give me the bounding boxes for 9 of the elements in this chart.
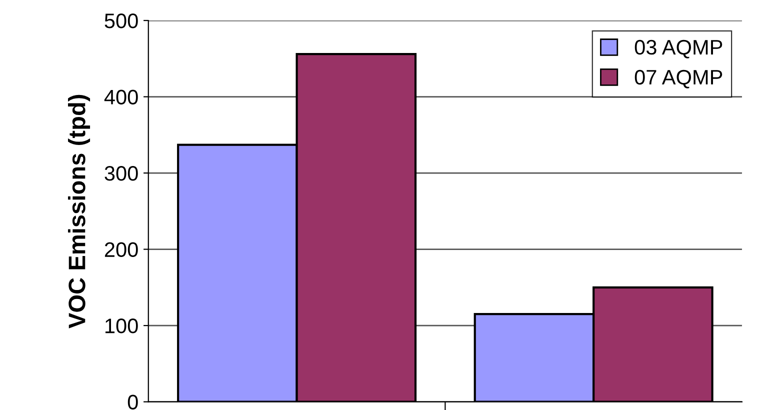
y-tick-label: 0 <box>128 394 138 410</box>
y-tick-label: 300 <box>104 166 138 181</box>
y-tick-label: 500 <box>104 14 138 28</box>
y-tick-label: 400 <box>104 90 138 105</box>
legend-label: 03 AQMP <box>634 40 722 58</box>
y-tick-label: 200 <box>104 242 138 258</box>
legend-label: 07 AQMP <box>634 70 722 88</box>
y-axis-title: VOC Emissions (tpd) <box>68 94 90 328</box>
y-tick-label: 100 <box>106 318 138 334</box>
